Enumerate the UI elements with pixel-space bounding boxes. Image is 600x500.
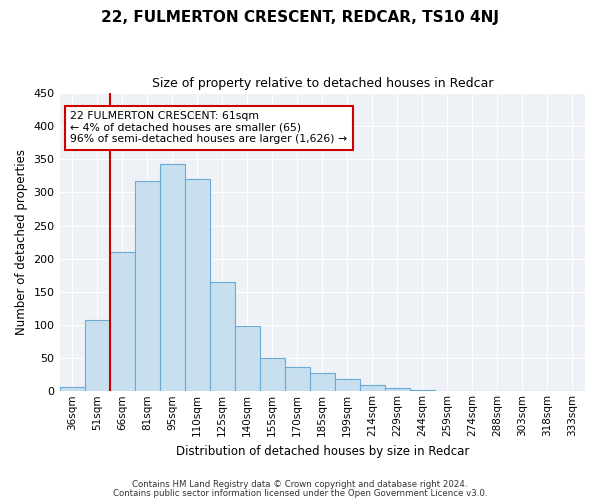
Bar: [85, 320, 110, 392]
Bar: [209, 282, 235, 392]
Bar: [134, 181, 160, 392]
Bar: [335, 380, 360, 392]
Text: 22 FULMERTON CRESCENT: 61sqm
← 4% of detached houses are smaller (65)
96% of sem: 22 FULMERTON CRESCENT: 61sqm ← 4% of det…: [70, 111, 347, 144]
Bar: [235, 326, 260, 392]
Bar: [285, 366, 310, 392]
Bar: [385, 388, 410, 392]
Text: Contains public sector information licensed under the Open Government Licence v3: Contains public sector information licen…: [113, 489, 487, 498]
Bar: [410, 390, 435, 392]
Bar: [360, 384, 385, 392]
Bar: [160, 164, 185, 392]
Bar: [185, 179, 209, 392]
Bar: [59, 386, 85, 392]
Text: 22, FULMERTON CRESCENT, REDCAR, TS10 4NJ: 22, FULMERTON CRESCENT, REDCAR, TS10 4NJ: [101, 10, 499, 25]
Bar: [110, 252, 134, 392]
X-axis label: Distribution of detached houses by size in Redcar: Distribution of detached houses by size …: [176, 444, 469, 458]
Y-axis label: Number of detached properties: Number of detached properties: [15, 149, 28, 335]
Bar: [260, 358, 285, 392]
Title: Size of property relative to detached houses in Redcar: Size of property relative to detached ho…: [152, 78, 493, 90]
Text: Contains HM Land Registry data © Crown copyright and database right 2024.: Contains HM Land Registry data © Crown c…: [132, 480, 468, 489]
Bar: [460, 390, 485, 392]
Bar: [310, 372, 335, 392]
